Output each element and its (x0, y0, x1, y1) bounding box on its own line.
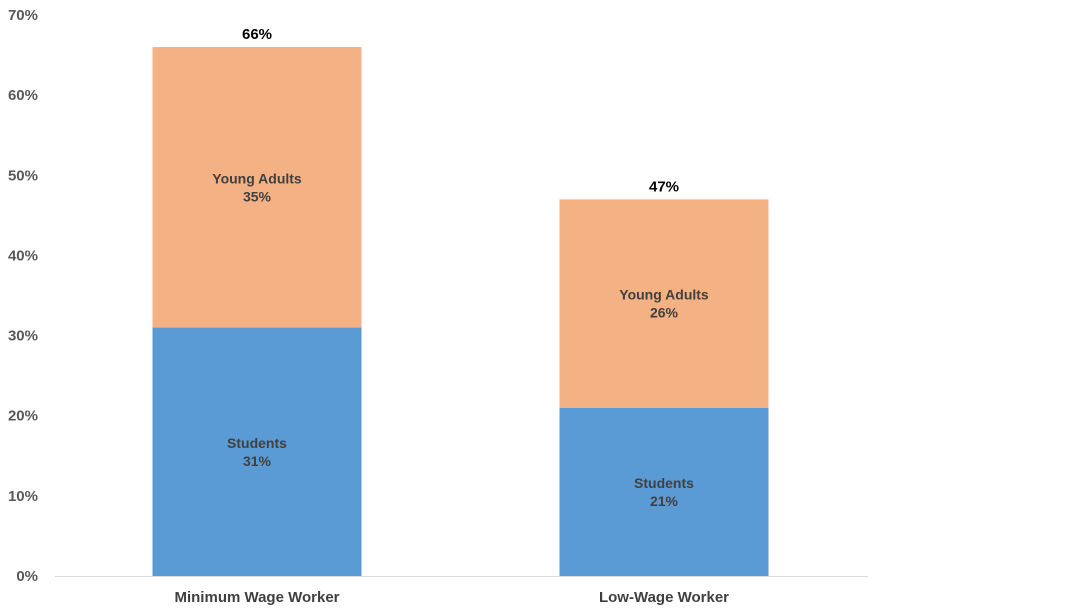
segment-value-label: 21% (650, 493, 679, 509)
y-axis-ticks: 0% 10% 20% 30% 40% 50% 60% 70% (8, 7, 38, 585)
bar-segment-students (559, 407, 769, 576)
segment-value-label: 26% (650, 305, 679, 321)
bar-segment-young-adults (152, 47, 362, 328)
bar-total-label: 47% (649, 178, 679, 195)
segment-value-label: 35% (243, 188, 272, 204)
y-tick-label: 50% (8, 167, 38, 184)
y-tick-label: 60% (8, 87, 38, 104)
y-tick-label: 30% (8, 328, 38, 345)
x-category-label: Minimum Wage Worker (174, 589, 339, 606)
bar-segment-young-adults (559, 199, 769, 408)
y-tick-label: 10% (8, 488, 38, 505)
segment-name-label: Young Adults (212, 170, 302, 186)
category-labels: Minimum Wage Worker Low-Wage Worker (174, 589, 729, 606)
y-tick-label: 70% (8, 7, 38, 24)
bars-group: Students 31% Young Adults 35% 66% Students 21%… (152, 26, 769, 576)
y-tick-label: 20% (8, 408, 38, 425)
y-tick-label: 40% (8, 247, 38, 264)
segment-name-label: Young Adults (619, 287, 709, 303)
segment-name-label: Students (227, 435, 287, 451)
segment-value-label: 31% (243, 453, 272, 469)
bar-total-label: 66% (242, 26, 272, 43)
y-tick-label: 0% (16, 568, 38, 585)
x-category-label: Low-Wage Worker (599, 589, 729, 606)
bar-segment-students (152, 327, 362, 576)
segment-name-label: Students (634, 475, 694, 491)
